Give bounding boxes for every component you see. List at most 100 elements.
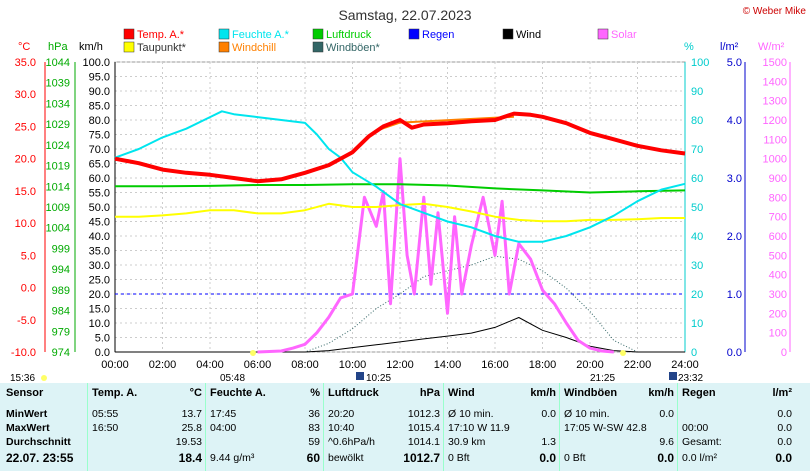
wind-row-1-value [448,421,556,435]
x-tick: 06:00 [244,359,272,371]
temp-tick: 30.0 [15,89,36,101]
rain-tick: 2.0 [727,231,742,243]
x-tick: 02:00 [149,359,177,371]
press-tick: 1024 [46,140,70,152]
temp-row-0-label: 05:55 [92,408,119,420]
wind-row-0-label: Ø 10 min. [448,408,494,420]
sensor-header: Sensor [6,387,44,399]
solar-tick: 300 [769,289,787,301]
unit-temp: °C [18,41,30,53]
press-row-2-label: ^0.6hPa/h [328,436,375,448]
wind-tick: 35.0 [89,246,110,258]
temp-tick: 20.0 [15,154,36,166]
hum-tick: 40 [691,231,703,243]
press-tick: 979 [52,326,70,338]
legend-label-7: Windchill [232,42,276,54]
gust-row-0-label: Ø 10 min. [564,408,610,420]
x-tick: 18:00 [529,359,557,371]
press-tick: 994 [52,264,70,276]
solar-tick: 1100 [763,134,787,146]
solar-tick: 200 [769,308,787,320]
axes: 35.0 30.0 25.0 20.0 15.0 10.0 5.0 0.0 -5.0 -10.0 1… [11,57,791,371]
wind-tick: 50.0 [89,202,110,214]
gust-row-3-label: 0 Bft [564,452,586,464]
sunset-icon [620,350,626,356]
press-tick: 1044 [46,57,70,69]
hum-tick: 100 [691,57,709,69]
rain-tick: 4.0 [727,115,742,127]
press-tick: 984 [52,306,70,318]
hum-tick: 90 [691,86,703,98]
press-tick: 974 [52,347,70,359]
summary-table: Sensor MinWert MaxWert Durchschnitt 22.07. 2… [0,383,810,471]
legend-swatch-7 [218,41,230,53]
rain-tick: 5.0 [727,57,742,69]
wind-tick: 30.0 [89,260,110,272]
gust-row-1-label: 17:05 W-SW 42.8 [564,422,647,434]
gust-row-2-value: 9.6 [659,436,674,448]
wind-row-3-value: 0.0 [539,451,556,465]
temp-row-1-label: 16:50 [92,422,119,434]
x-tick: 22:00 [624,359,652,371]
right-time: 23:32 [678,373,703,384]
gust-header: Windböen [564,387,618,399]
axis-units: °C hPa km/h% l/m² W/m² [18,41,785,53]
temp-row-0-value: 13.7 [181,408,202,420]
temp-row-2-value: 19.53 [175,436,202,448]
legend-label-5: Solar [611,29,637,41]
unit-solar: W/m² [758,41,785,53]
sunrise-icon [250,350,256,356]
press-tick: 1039 [46,78,70,90]
legend: Temp. A.* Feuchte A.* Luftdruck Regen Wind So… [123,28,637,54]
hum-unit: % [310,387,320,399]
hum-tick: 0 [691,347,697,359]
temp-row-1-value: 25.8 [181,422,202,434]
press-unit: hPa [419,387,440,399]
x-tick: 10:00 [339,359,367,371]
press-row-3-label: bewölkt [328,452,364,464]
legend-swatch-6 [123,41,135,53]
series-wind [115,317,685,353]
wind-tick: 70.0 [89,144,110,156]
legend-label-6: Taupunkt* [137,42,187,54]
rain-tick: 1.0 [727,289,742,301]
press-tick: 1029 [46,119,70,131]
sun-left-time: 15:36 [10,373,35,384]
rain-row-0-value: 0.0 [777,408,792,420]
gust-unit: km/h [648,387,674,399]
hum-row-0-value: 36 [308,408,320,420]
press-tick: 1014 [46,181,70,193]
rain-tick: 3.0 [727,173,742,185]
legend-label-0: Temp. A.* [137,29,185,41]
series-solar [257,157,614,354]
wind-tick: 75.0 [89,130,110,142]
legend-swatch-8 [312,41,324,53]
temp-row-3-value: 18.4 [178,451,202,465]
rain-unit: l/m² [772,387,792,399]
series-tempa [114,111,686,184]
wind-tick: 40.0 [89,231,110,243]
temp-tick: 35.0 [15,57,36,69]
rain-row-2-label: Gesamt: [682,436,722,448]
hum-tick: 10 [691,318,703,330]
rain-row-3-value: 0.0 [775,451,792,465]
unit-wind: km/h [79,41,103,53]
press-tick: 1019 [46,161,70,173]
wind-tick: 100.0 [82,57,110,69]
x-tick: 14:00 [434,359,462,371]
sensor-row-3: 22.07. 23:55 [6,451,74,465]
solar-tick: 800 [769,192,787,204]
hum-row-1-label: 04:00 [210,422,237,434]
series-group [114,110,686,354]
hum-row-2-value: 59 [308,436,320,448]
wind-unit: km/h [530,387,556,399]
solar-tick: 1000 [763,154,787,166]
legend-label-3: Regen [422,29,454,41]
press-tick: 1004 [46,223,70,235]
hum-tick: 70 [691,144,703,156]
wind-tick: 5.0 [95,333,110,345]
press-tick: 989 [52,285,70,297]
chart-title: Samstag, 22.07.2023 [338,7,471,23]
hum-tick: 60 [691,173,703,185]
solar-tick: 600 [769,231,787,243]
